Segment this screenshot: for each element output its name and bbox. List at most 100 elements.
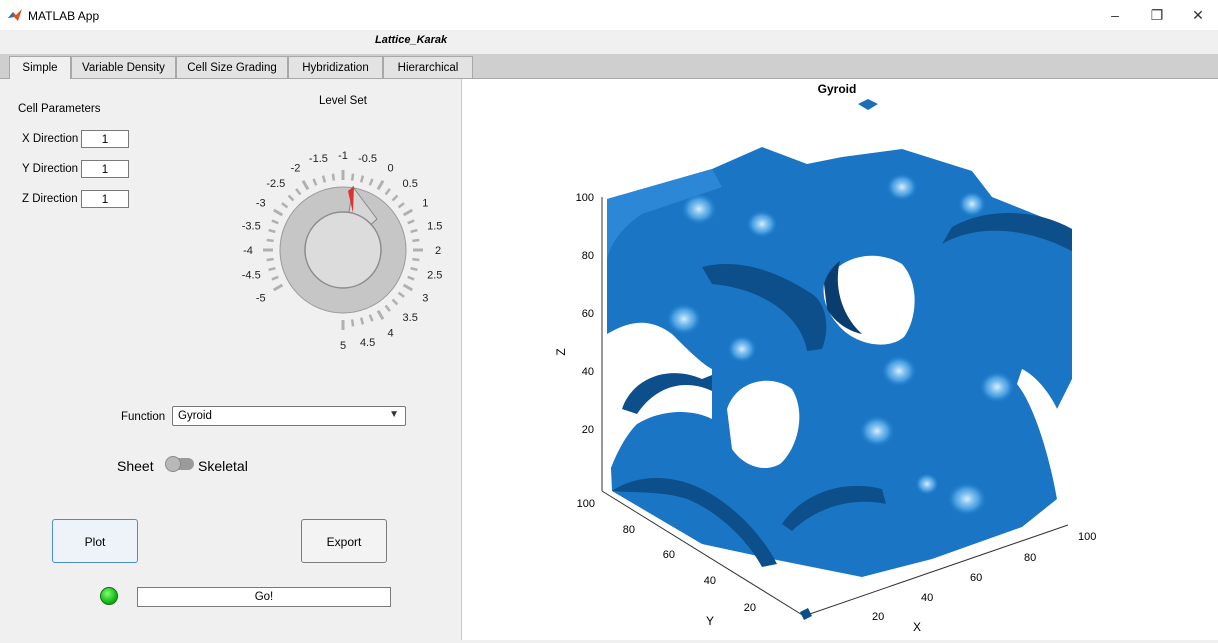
knob-tick-label: -1.5 (309, 153, 328, 165)
knob-tick-label: 0.5 (403, 178, 418, 190)
y-direction-field[interactable]: 1 (81, 160, 129, 178)
y-tick-60: 60 (663, 549, 675, 561)
z-tick-20: 20 (582, 424, 594, 436)
tab-simple[interactable]: Simple (9, 56, 71, 80)
app-title-label: Lattice_Karak (375, 34, 448, 46)
knob-tick-label: 3 (422, 293, 428, 305)
z-tick-100: 100 (576, 192, 594, 204)
status-lamp (100, 587, 118, 605)
window-title: MATLAB App (28, 9, 100, 23)
knob-tick-label: 3.5 (403, 312, 418, 324)
function-selected-value: Gyroid (178, 410, 212, 422)
knob-tick (412, 238, 420, 243)
simple-tab-panel: Cell Parameters X Direction 1 Y Directio… (9, 79, 462, 640)
knob-tick (350, 173, 355, 181)
x-direction-field[interactable]: 1 (81, 130, 129, 148)
knob-tick-label: 0 (387, 163, 393, 175)
knob-tick-label: 5 (340, 340, 346, 349)
knob-tick (331, 173, 336, 181)
knob-tick-label: -3 (256, 198, 266, 210)
knob-tick (368, 314, 374, 322)
knob-tick-label: -4 (243, 245, 253, 257)
close-button[interactable]: ✕ (1192, 7, 1204, 23)
cell-parameters-heading: Cell Parameters (18, 103, 101, 115)
x-tick-20: 20 (872, 611, 884, 623)
y-tick-100: 100 (577, 498, 595, 510)
knob-tick (312, 178, 318, 186)
knob-tick-marks (263, 170, 423, 330)
axis-ticks: 100 80 60 40 20 Z 100 80 60 40 20 Y 20 4… (554, 192, 1096, 634)
function-dropdown[interactable]: Gyroid ▼ (172, 406, 406, 426)
app-header: Lattice_Karak (0, 30, 1218, 52)
knob-tick (281, 202, 289, 209)
x-tick-60: 60 (970, 572, 982, 584)
z-tick-80: 80 (582, 250, 594, 262)
level-set-knob[interactable]: -5 -4.5 -4 -3.5 -3-2.5 -2 -1.5 -1 -0.5 0 0.5 1 1.5 2 2… (235, 139, 451, 349)
tab-variable-density[interactable]: Variable Density (71, 56, 176, 78)
knob-tick (359, 317, 365, 325)
x-axis-line (803, 524, 1069, 617)
x-tick-100: 100 (1078, 531, 1096, 543)
tab-cell-size-grading[interactable]: Cell Size Grading (176, 56, 288, 78)
x-direction-label: X Direction (22, 133, 79, 145)
knob-tick (397, 291, 405, 298)
x-tick-40: 40 (921, 592, 933, 604)
tab-hybridization[interactable]: Hybridization (288, 56, 383, 78)
y-direction-label: Y Direction (22, 163, 79, 175)
export-button[interactable]: Export (301, 519, 387, 563)
knob-tick (397, 202, 405, 209)
z-direction-field[interactable]: 1 (81, 190, 129, 208)
knob-tick (407, 275, 415, 281)
knob-tick (376, 309, 385, 321)
z-direction-label: Z Direction (22, 193, 78, 205)
axes-toolbar-icon[interactable] (858, 99, 878, 110)
knob-tick (321, 175, 327, 183)
switch-knob[interactable] (165, 456, 181, 472)
skeletal-label: Skeletal (198, 458, 248, 474)
restore-button[interactable]: ❐ (1150, 7, 1164, 23)
tab-hierarchical[interactable]: Hierarchical (383, 56, 473, 78)
window-titlebar: MATLAB App – ❐ ✕ (0, 0, 1218, 30)
knob-tick-label: 1.5 (427, 220, 442, 232)
y-tick-20: 20 (744, 602, 756, 614)
knob-tick (384, 188, 391, 196)
status-field: Go! (137, 587, 391, 607)
knob-tick (359, 175, 365, 183)
tab-bar: Simple Variable Density Cell Size Gradin… (0, 54, 1218, 80)
knob-tick (412, 257, 420, 262)
knob-tick (350, 319, 355, 327)
knob-tick-label: 4 (387, 327, 393, 339)
knob-tick (410, 228, 418, 234)
knob-tick (272, 208, 284, 217)
knob-tick-label: -0.5 (358, 153, 377, 165)
x-tick-80: 80 (1024, 552, 1036, 564)
plot-button[interactable]: Plot (52, 519, 138, 563)
knob-tick (301, 179, 310, 191)
sheet-skeletal-switch[interactable] (165, 456, 194, 472)
knob-tick (402, 283, 414, 292)
plot-panel: Gyroid (462, 79, 1218, 640)
knob-tick (266, 257, 274, 262)
knob-tick (376, 179, 385, 191)
knob-tick (271, 275, 279, 281)
x-axis-label: X (913, 620, 921, 634)
knob-pointer (348, 186, 354, 213)
z-tick-40: 40 (582, 366, 594, 378)
gyroid-axes[interactable]: Gyroid (462, 79, 1218, 640)
knob-tick (368, 178, 374, 186)
knob-tick-label: -5 (256, 293, 266, 305)
knob-tick (287, 194, 295, 202)
knob-tick (295, 188, 302, 196)
knob-tick (272, 283, 284, 292)
axes-corner-marker (800, 608, 812, 620)
knob-tick (391, 298, 399, 306)
knob-tick-label: -3.5 (242, 220, 261, 232)
knob-tick-label: 2.5 (427, 270, 442, 282)
knob-tick-label: 1 (422, 198, 428, 210)
knob-tick (384, 304, 391, 312)
knob-tick-label: -1 (338, 150, 348, 162)
plot-title: Gyroid (818, 82, 857, 96)
knob-tick (407, 219, 415, 225)
minimize-button[interactable]: – (1111, 7, 1119, 23)
knob-tick-label: -2 (291, 163, 301, 175)
